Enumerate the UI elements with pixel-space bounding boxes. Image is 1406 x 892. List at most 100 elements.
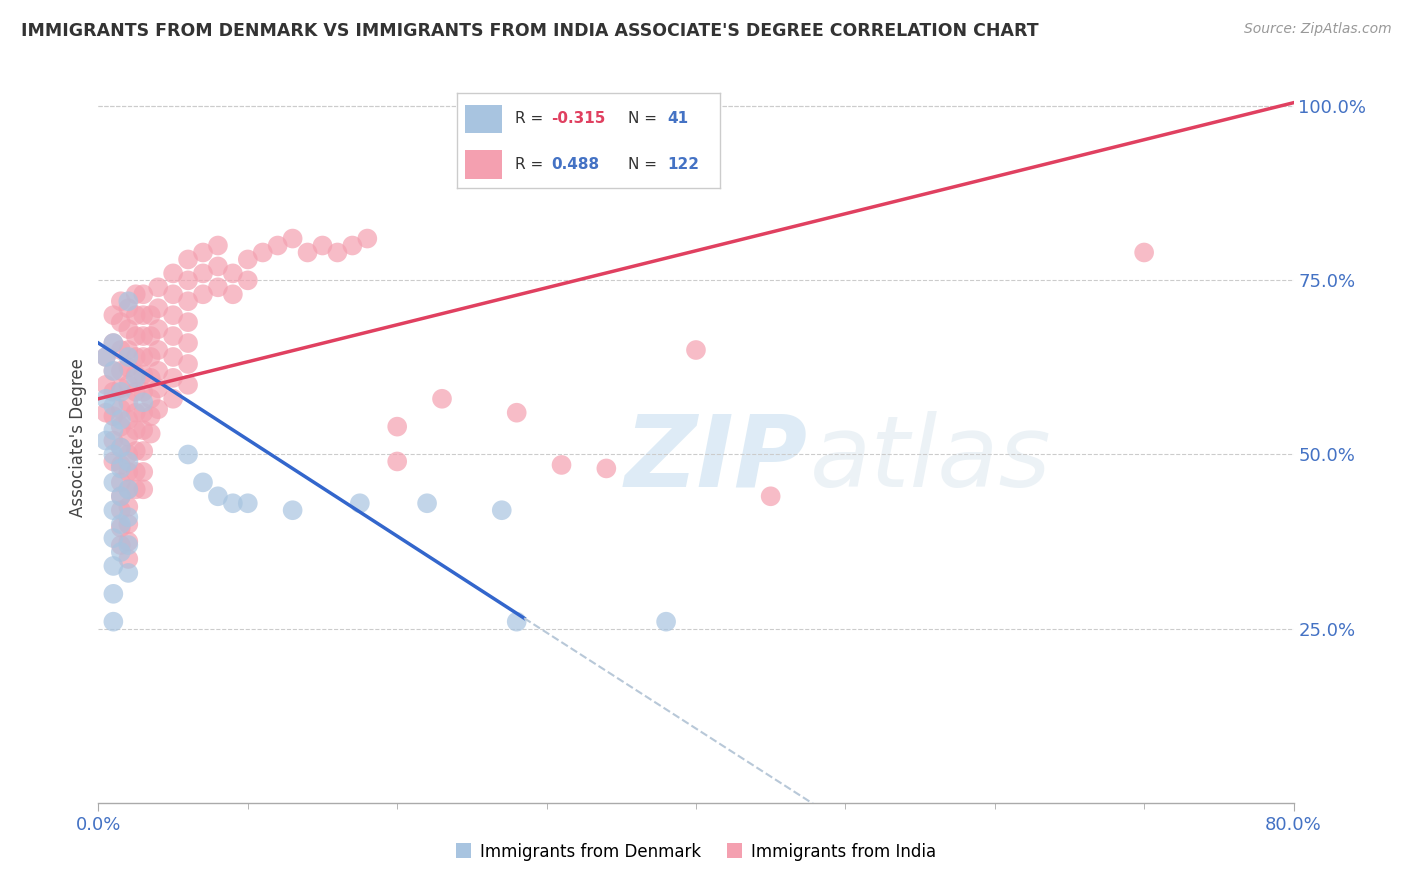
- Point: [103, 384, 125, 399]
- Point: [222, 496, 245, 510]
- Point: [207, 489, 229, 503]
- Point: [103, 558, 125, 573]
- Point: [356, 231, 378, 245]
- Point: [110, 381, 132, 395]
- Point: [207, 238, 229, 252]
- Point: [94, 377, 117, 392]
- Point: [125, 350, 148, 364]
- Point: [139, 308, 162, 322]
- Point: [148, 301, 170, 316]
- Point: [117, 552, 139, 566]
- Point: [506, 406, 529, 420]
- Point: [110, 517, 132, 532]
- Point: [117, 465, 139, 479]
- Point: [191, 245, 214, 260]
- Point: [103, 399, 125, 413]
- Point: [117, 448, 139, 462]
- Point: [117, 483, 139, 497]
- Point: [162, 266, 184, 280]
- Point: [94, 350, 117, 364]
- Point: [125, 483, 148, 497]
- Point: [132, 444, 155, 458]
- Point: [110, 475, 132, 490]
- Point: [110, 402, 132, 417]
- Text: Source: ZipAtlas.com: Source: ZipAtlas.com: [1244, 22, 1392, 37]
- Text: ZIP: ZIP: [624, 410, 807, 508]
- Point: [139, 426, 162, 441]
- Point: [110, 343, 132, 357]
- Point: [117, 294, 139, 309]
- Point: [430, 392, 453, 406]
- Point: [416, 496, 439, 510]
- Point: [110, 364, 132, 378]
- Point: [139, 409, 162, 424]
- Point: [177, 273, 200, 287]
- Point: [117, 454, 139, 468]
- Point: [103, 434, 125, 448]
- Point: [110, 489, 132, 503]
- Point: [117, 430, 139, 444]
- Point: [103, 587, 125, 601]
- Point: [222, 287, 245, 301]
- Point: [177, 448, 200, 462]
- Point: [236, 496, 259, 510]
- Point: [103, 423, 125, 437]
- Point: [94, 406, 117, 420]
- Text: IMMIGRANTS FROM DENMARK VS IMMIGRANTS FROM INDIA ASSOCIATE'S DEGREE CORRELATION : IMMIGRANTS FROM DENMARK VS IMMIGRANTS FR…: [21, 22, 1039, 40]
- Point: [148, 322, 170, 336]
- Point: [207, 260, 229, 274]
- Point: [103, 364, 125, 378]
- Point: [117, 350, 139, 364]
- Point: [177, 336, 200, 351]
- Point: [103, 475, 125, 490]
- Point: [162, 392, 184, 406]
- Point: [125, 287, 148, 301]
- Point: [177, 377, 200, 392]
- Point: [132, 406, 155, 420]
- Point: [311, 238, 333, 252]
- Point: [506, 615, 529, 629]
- Point: [191, 266, 214, 280]
- Point: [103, 308, 125, 322]
- Point: [103, 336, 125, 351]
- Point: [132, 287, 155, 301]
- Point: [117, 377, 139, 392]
- Point: [110, 419, 132, 434]
- Point: [125, 406, 148, 420]
- Point: [117, 500, 139, 514]
- Point: [110, 538, 132, 552]
- Point: [132, 329, 155, 343]
- Point: [162, 350, 184, 364]
- Point: [385, 419, 409, 434]
- Point: [117, 343, 139, 357]
- Point: [191, 287, 214, 301]
- Point: [117, 483, 139, 497]
- Point: [267, 238, 290, 252]
- Point: [550, 458, 572, 472]
- Text: atlas: atlas: [810, 410, 1052, 508]
- Point: [162, 371, 184, 385]
- Point: [148, 343, 170, 357]
- Point: [94, 434, 117, 448]
- Point: [139, 350, 162, 364]
- Point: [117, 412, 139, 426]
- Point: [117, 360, 139, 375]
- Point: [125, 371, 148, 385]
- Point: [281, 231, 304, 245]
- Point: [117, 395, 139, 409]
- Point: [222, 266, 245, 280]
- Point: [110, 441, 132, 455]
- Point: [110, 412, 132, 426]
- Point: [110, 461, 132, 475]
- Point: [132, 350, 155, 364]
- Point: [759, 489, 782, 503]
- Point: [125, 465, 148, 479]
- Point: [110, 458, 132, 472]
- Legend: Immigrants from Denmark, Immigrants from India: Immigrants from Denmark, Immigrants from…: [449, 837, 943, 868]
- Point: [103, 336, 125, 351]
- Point: [110, 521, 132, 535]
- Point: [177, 294, 200, 309]
- Point: [148, 280, 170, 294]
- Point: [103, 503, 125, 517]
- Point: [117, 534, 139, 549]
